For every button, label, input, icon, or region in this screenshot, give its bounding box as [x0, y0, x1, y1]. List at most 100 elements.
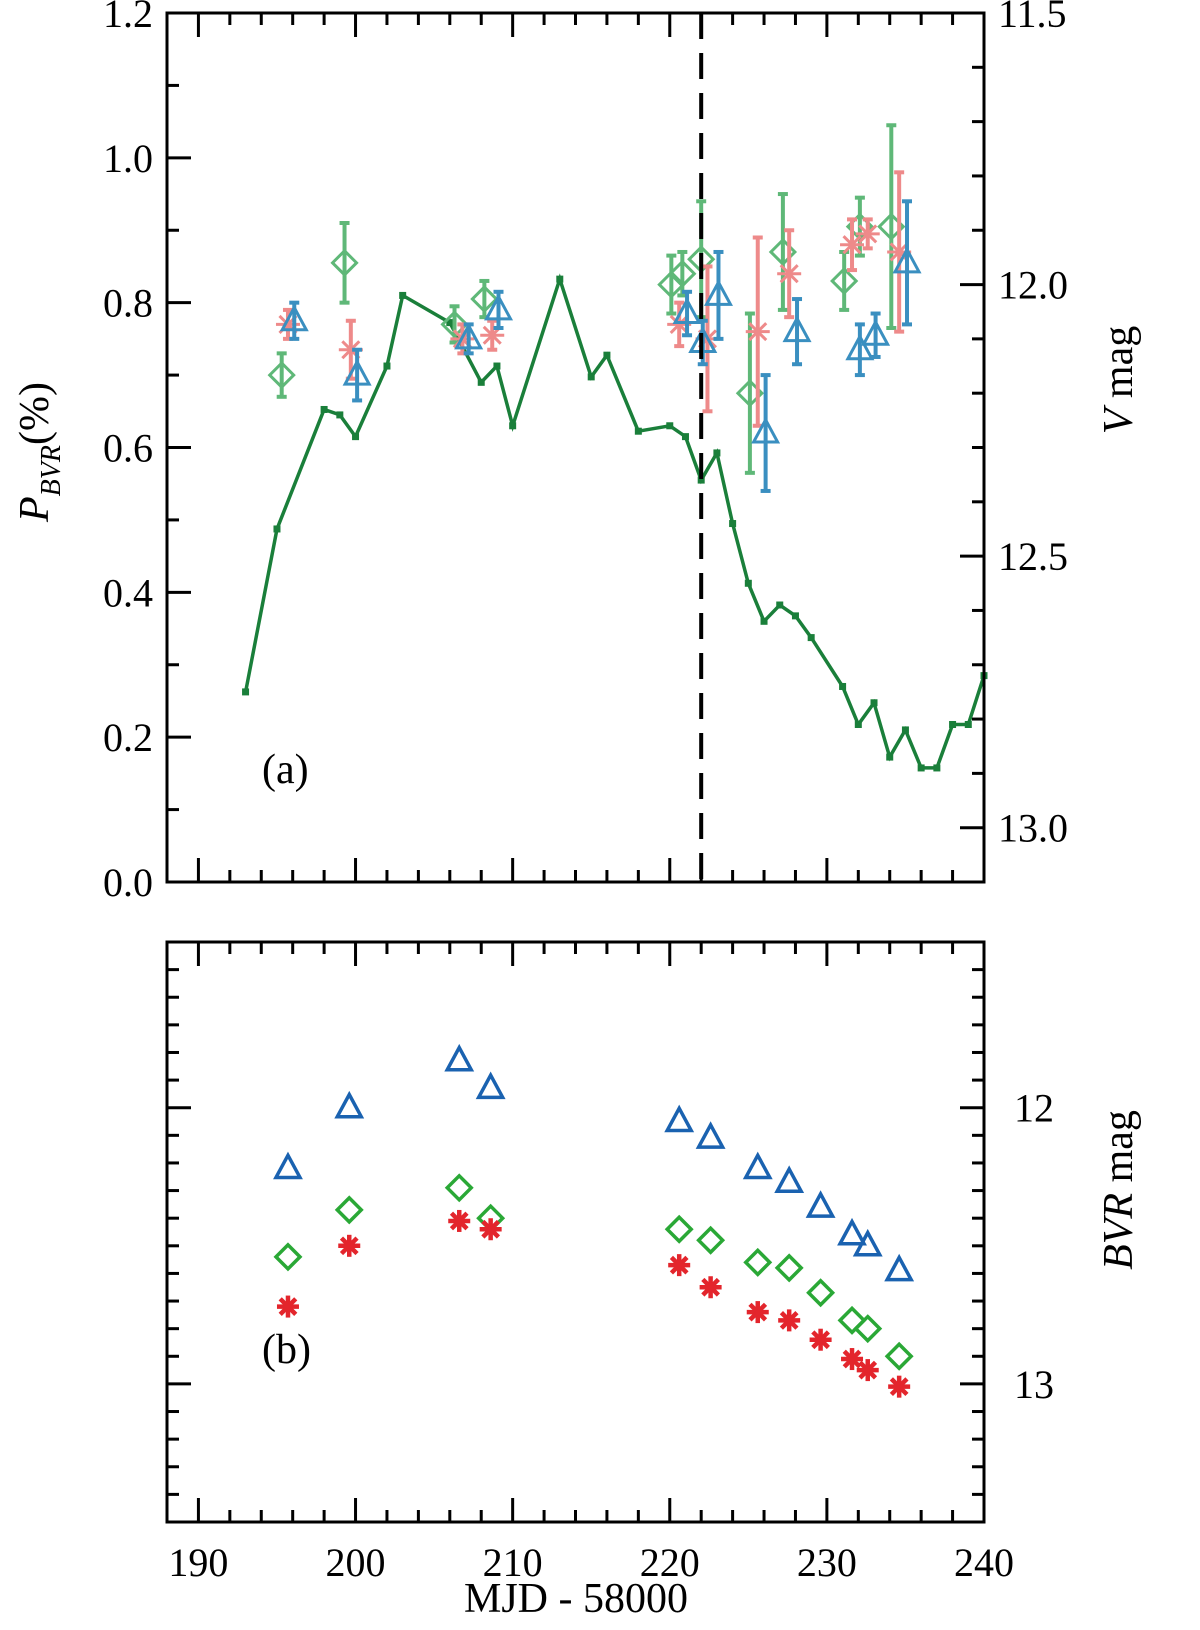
y-tick-label: 0.8: [103, 281, 153, 326]
point-P_B: [861, 318, 891, 346]
mag-point-B: [884, 1253, 915, 1282]
point-P_B: [845, 333, 875, 361]
mag-point-V: [806, 1278, 836, 1308]
panel-b-label: (b): [262, 1327, 311, 1373]
y2-tick-label: 12.5: [998, 534, 1068, 579]
panel-b-frame: [165, 940, 986, 1524]
asterisk-stroke: [748, 322, 768, 342]
mag-point-R: [841, 1348, 864, 1371]
y-axis-title-right-b: BVR mag: [1096, 1110, 1142, 1270]
asterisk-stroke: [842, 1349, 862, 1369]
y-tick-label: 0.4: [103, 570, 153, 615]
v-mag-point: [933, 764, 941, 772]
point-P_R: [667, 312, 692, 337]
point-P_B: [751, 416, 781, 444]
asterisk-stroke: [858, 1360, 878, 1380]
point-P_V: [830, 266, 859, 296]
mag-point-V: [334, 1195, 364, 1225]
point-P_R: [855, 221, 880, 246]
mag-point-B: [444, 1043, 475, 1072]
mag-point-V: [273, 1242, 303, 1272]
asterisk-stroke: [278, 1297, 298, 1316]
v-mag-point: [666, 422, 674, 430]
v-mag-point: [446, 319, 454, 327]
panel-b: 190 200 210 220 230 240 12 13 (b) BVR mag MJD -…: [165, 940, 1142, 1622]
asterisk-stroke: [341, 340, 361, 360]
y2-tick-label: 13.0: [998, 806, 1068, 851]
v-mag-point: [634, 427, 642, 435]
v-mag-point: [791, 612, 799, 620]
y-tick-label: 1.2: [103, 0, 153, 36]
mag-point-V: [444, 1173, 474, 1203]
point-P_V: [330, 248, 359, 277]
panel-a: 0.0 0.2 0.4 0.6 0.8 1.0 1.2 11.5 12.0 12.5 13.0 (a…: [12, 0, 1142, 905]
x-tick-label: 190: [168, 1540, 228, 1585]
mag-point-B: [664, 1104, 695, 1133]
y2-tick-label: 12.0: [998, 263, 1068, 308]
v-mag-point: [776, 601, 784, 609]
v-mag-point: [399, 291, 407, 299]
mag-point-R: [778, 1309, 801, 1332]
v-mag-point: [729, 520, 737, 528]
mag-point-B: [805, 1190, 836, 1218]
asterisk-stroke: [889, 1377, 909, 1397]
asterisk-stroke: [339, 1236, 359, 1256]
asterisk-stroke: [811, 1330, 830, 1350]
x-tick-label: 230: [797, 1540, 857, 1585]
asterisk-stroke: [481, 1219, 501, 1239]
x-tick-label: 200: [326, 1540, 386, 1585]
v-mag-point: [901, 726, 909, 734]
v-mag-point: [509, 422, 517, 430]
v-mag-point: [949, 720, 957, 728]
y2-tick-label: 13: [1014, 1362, 1054, 1407]
v-mag-point: [493, 362, 501, 370]
point-P_B: [279, 304, 309, 332]
mag-point-B: [334, 1090, 365, 1119]
asterisk-stroke: [449, 1211, 469, 1231]
y-tick-label: 0.2: [103, 715, 153, 760]
x-tick-label: 220: [640, 1540, 700, 1585]
asterisk-stroke: [842, 235, 862, 255]
point-P_V: [668, 259, 697, 288]
mag-point-R: [856, 1359, 879, 1382]
v-mag-point: [603, 351, 611, 359]
point-P_V: [470, 284, 499, 314]
mag-point-B: [273, 1151, 303, 1180]
mag-point-V: [853, 1314, 883, 1344]
x-tick-label: 240: [954, 1540, 1014, 1585]
mag-point-R: [479, 1218, 502, 1241]
point-P_V: [267, 360, 296, 390]
v-mag-point: [744, 579, 752, 587]
mag-point-B: [852, 1228, 883, 1257]
asterisk-stroke: [779, 264, 799, 284]
mag-point-R: [888, 1375, 911, 1398]
v-mag-point: [587, 373, 595, 381]
x-axis-title: MJD - 58000: [464, 1576, 688, 1622]
point-P_R: [275, 312, 300, 337]
mag-point-V: [884, 1341, 914, 1371]
mag-point-B: [742, 1151, 773, 1180]
mag-point-B: [774, 1165, 805, 1194]
y2-tick-label: 12: [1014, 1086, 1054, 1131]
mag-point-R: [746, 1301, 769, 1324]
v-mag-point: [886, 753, 894, 761]
v-mag-point: [917, 764, 925, 772]
asterisk-stroke: [779, 1311, 799, 1330]
v-mag-point: [964, 720, 972, 728]
y2-tick-label: 11.5: [998, 0, 1067, 36]
asterisk-stroke: [858, 224, 878, 244]
mag-point-R: [276, 1295, 299, 1318]
y-tick-label: 1.0: [103, 136, 153, 181]
v-mag-point: [839, 682, 847, 690]
v-mag-point: [477, 378, 485, 386]
point-P_R: [777, 261, 802, 286]
v-mag-point: [870, 699, 878, 707]
asterisk-stroke: [748, 1302, 768, 1322]
mag-point-B: [695, 1121, 726, 1149]
mag-point-R: [448, 1209, 471, 1232]
v-mag-point: [697, 476, 705, 484]
point-P_V: [440, 310, 469, 339]
point-P_B: [483, 293, 514, 321]
x-tick-label: 210: [483, 1540, 543, 1585]
